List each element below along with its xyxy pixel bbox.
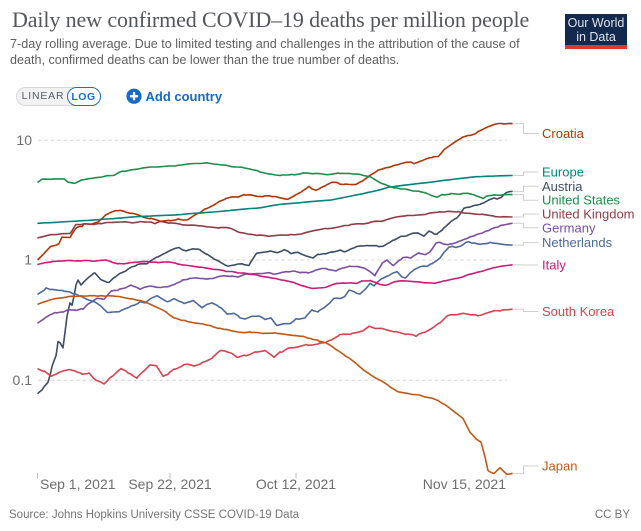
svg-text:United Kingdom: United Kingdom xyxy=(542,207,635,222)
svg-text:Nov 15, 2021: Nov 15, 2021 xyxy=(423,476,506,492)
svg-text:United States: United States xyxy=(542,193,621,208)
svg-text:1: 1 xyxy=(24,252,32,268)
svg-text:0.1: 0.1 xyxy=(13,372,33,388)
svg-text:Netherlands: Netherlands xyxy=(542,235,613,250)
svg-text:Sep 22, 2021: Sep 22, 2021 xyxy=(128,476,212,492)
svg-text:Add country: Add country xyxy=(146,89,223,104)
svg-text:South Korea: South Korea xyxy=(542,304,615,319)
svg-text:Sep 1, 2021: Sep 1, 2021 xyxy=(40,476,116,492)
svg-text:Italy: Italy xyxy=(542,258,566,273)
svg-text:10: 10 xyxy=(16,132,32,148)
svg-text:Croatia: Croatia xyxy=(542,126,585,141)
svg-text:Austria: Austria xyxy=(542,179,583,194)
svg-text:Japan: Japan xyxy=(542,459,577,474)
svg-text:Europe: Europe xyxy=(542,165,584,180)
svg-text:Germany: Germany xyxy=(542,220,596,235)
svg-text:Oct 12, 2021: Oct 12, 2021 xyxy=(256,476,336,492)
